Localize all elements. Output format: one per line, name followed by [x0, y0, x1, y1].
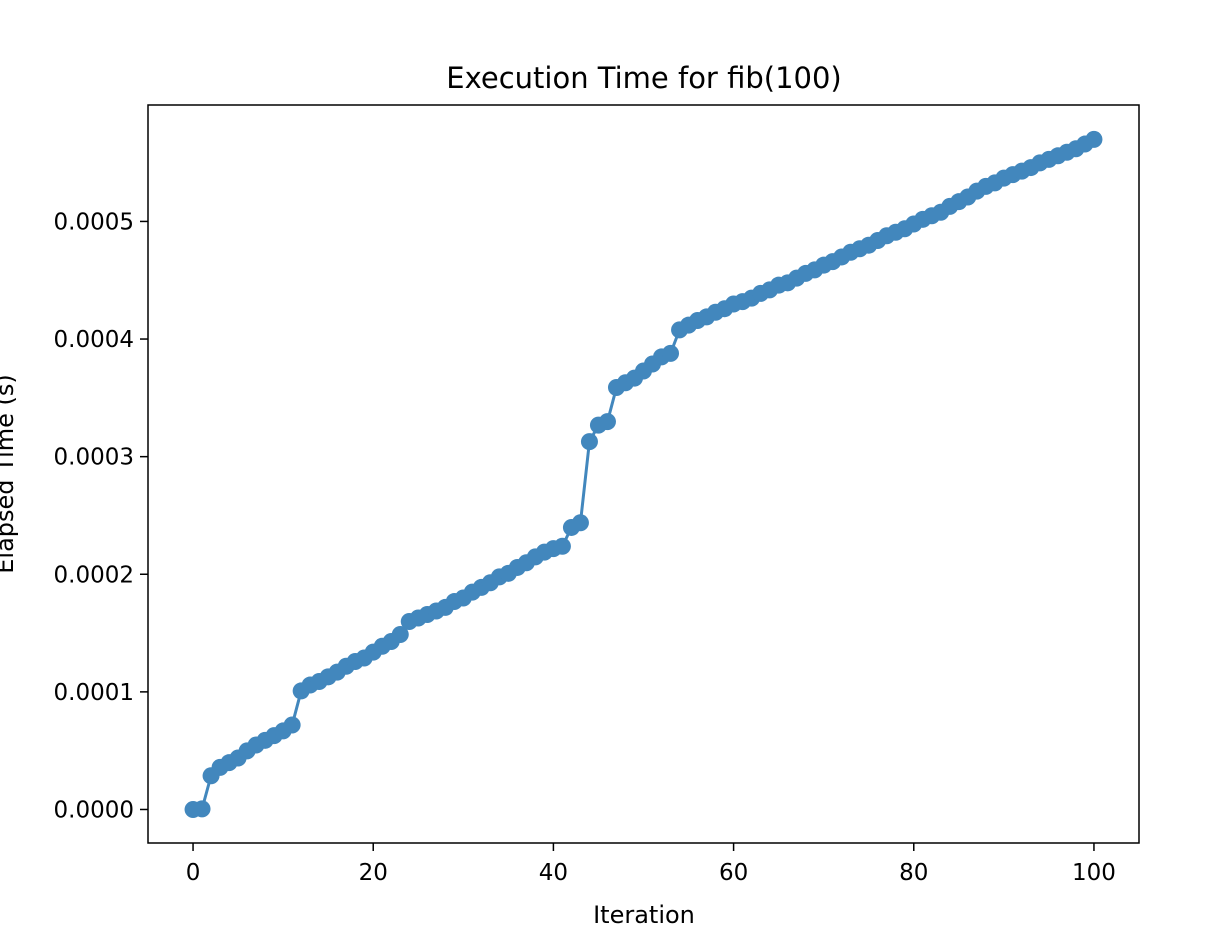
x-tick-label: 100	[1072, 860, 1116, 886]
series-layer	[184, 130, 1103, 818]
data-point	[598, 413, 616, 431]
plot-frame	[147, 104, 1140, 844]
data-point	[1085, 130, 1103, 148]
x-tick-label: 40	[539, 860, 568, 886]
x-tick-label: 20	[359, 860, 388, 886]
x-tick-label: 60	[719, 860, 748, 886]
data-point	[580, 433, 598, 451]
data-point	[283, 716, 301, 734]
chart-title: Execution Time for fib(100)	[446, 61, 841, 95]
data-point	[193, 800, 211, 818]
x-axis: 0 20 40 60 80 100	[186, 843, 1116, 886]
y-tick-label: 0.0001	[54, 680, 134, 706]
data-point	[391, 625, 409, 643]
x-axis-label: Iteration	[593, 901, 695, 929]
x-tick-label: 80	[899, 860, 928, 886]
y-tick-label: 0.0004	[54, 327, 134, 353]
y-tick-label: 0.0005	[54, 209, 134, 235]
y-tick-label: 0.0000	[54, 797, 134, 823]
data-point	[571, 514, 589, 532]
data-point	[662, 344, 680, 362]
data-point	[553, 537, 571, 555]
y-tick-label: 0.0003	[54, 445, 134, 471]
y-axis-label: Elapsed Time (s)	[0, 374, 19, 574]
y-tick-label: 0.0002	[54, 562, 134, 588]
x-tick-label: 0	[186, 860, 201, 886]
y-axis: 0.0000 0.0001 0.0002 0.0003 0.0004 0.0005	[54, 209, 148, 823]
